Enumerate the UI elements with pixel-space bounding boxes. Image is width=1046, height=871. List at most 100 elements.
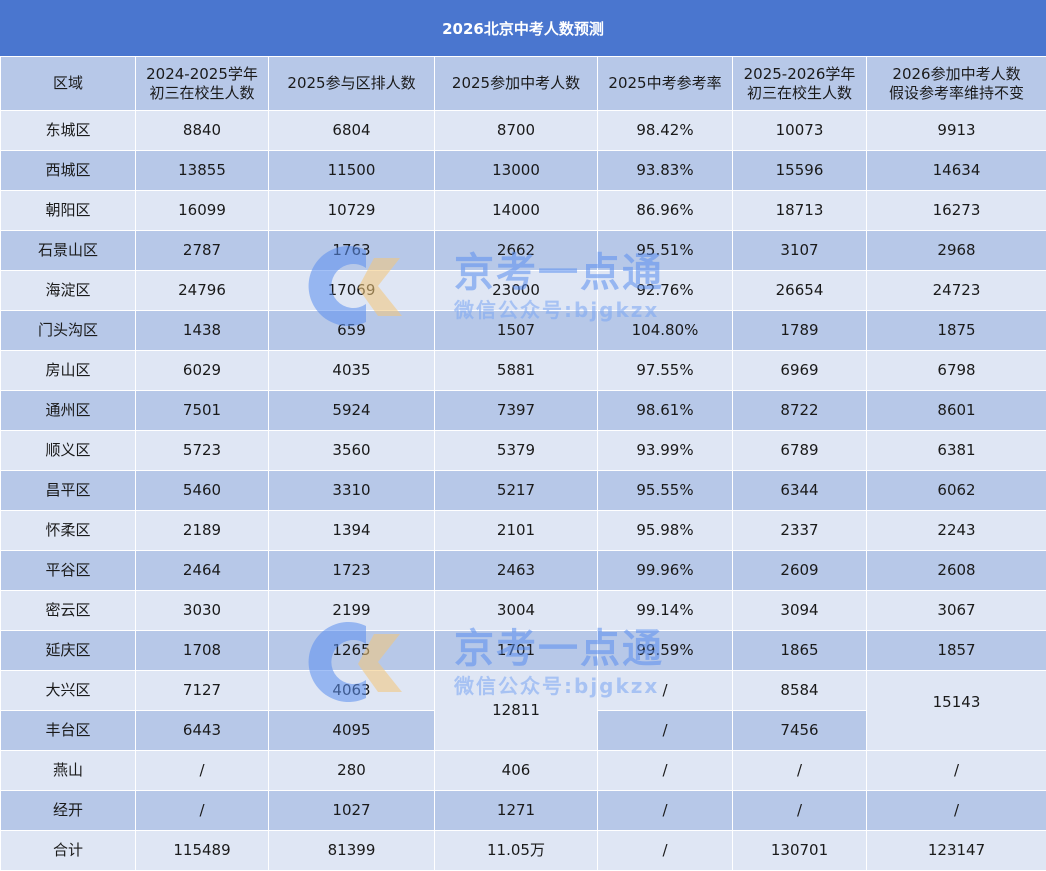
cell-value: 26654 bbox=[733, 271, 867, 311]
cell-region: 海淀区 bbox=[1, 271, 136, 311]
cell-value: 406 bbox=[435, 751, 598, 791]
cell-value: 11500 bbox=[269, 151, 435, 191]
cell-value: 8601 bbox=[867, 391, 1046, 431]
cell-value: 659 bbox=[269, 311, 435, 351]
cell-value: 2968 bbox=[867, 231, 1046, 271]
cell-value: 2199 bbox=[269, 591, 435, 631]
cell-value: 1789 bbox=[733, 311, 867, 351]
cell-value: 1438 bbox=[136, 311, 269, 351]
cell-value: 6443 bbox=[136, 711, 269, 751]
cell-value: 1708 bbox=[136, 631, 269, 671]
cell-value: 1723 bbox=[269, 551, 435, 591]
cell-value: 5881 bbox=[435, 351, 598, 391]
cell-rate: 99.14% bbox=[598, 591, 733, 631]
cell-region: 密云区 bbox=[1, 591, 136, 631]
table-row: 大兴区 7127 4063 12811 / 8584 15143 bbox=[1, 671, 1046, 711]
cell-value: / bbox=[598, 711, 733, 751]
cell-value: 1857 bbox=[867, 631, 1046, 671]
cell-rate: 92.76% bbox=[598, 271, 733, 311]
cell-value: 2608 bbox=[867, 551, 1046, 591]
cell-value: 11.05万 bbox=[435, 831, 598, 871]
cell-value: 6062 bbox=[867, 471, 1046, 511]
cell-value: 3107 bbox=[733, 231, 867, 271]
cell-value: 4035 bbox=[269, 351, 435, 391]
cell-value: 2787 bbox=[136, 231, 269, 271]
cell-value: 10729 bbox=[269, 191, 435, 231]
cell-value: 4095 bbox=[269, 711, 435, 751]
cell-value: 6969 bbox=[733, 351, 867, 391]
header-cell-forecast-2026: 2026参加中考人数假设参考率维持不变 bbox=[867, 57, 1046, 111]
cell-value: 3030 bbox=[136, 591, 269, 631]
cell-value: 7456 bbox=[733, 711, 867, 751]
cell-value: 16273 bbox=[867, 191, 1046, 231]
cell-value: 24796 bbox=[136, 271, 269, 311]
cell-region: 延庆区 bbox=[1, 631, 136, 671]
cell-region: 顺义区 bbox=[1, 431, 136, 471]
cell-region: 门头沟区 bbox=[1, 311, 136, 351]
cell-value: 3094 bbox=[733, 591, 867, 631]
cell-value: 13855 bbox=[136, 151, 269, 191]
cell-value: 6381 bbox=[867, 431, 1046, 471]
cell-rate: 95.98% bbox=[598, 511, 733, 551]
cell-value: 1507 bbox=[435, 311, 598, 351]
cell-value: 17069 bbox=[269, 271, 435, 311]
cell-rate: / bbox=[598, 791, 733, 831]
cell-value: 130701 bbox=[733, 831, 867, 871]
cell-value: 1875 bbox=[867, 311, 1046, 351]
cell-value: 81399 bbox=[269, 831, 435, 871]
cell-value: 8840 bbox=[136, 111, 269, 151]
cell-region: 丰台区 bbox=[1, 711, 136, 751]
cell-value: 2243 bbox=[867, 511, 1046, 551]
cell-region: 东城区 bbox=[1, 111, 136, 151]
cell-value: 6344 bbox=[733, 471, 867, 511]
cell-region: 怀柔区 bbox=[1, 511, 136, 551]
cell-value: 6029 bbox=[136, 351, 269, 391]
cell-value: 5924 bbox=[269, 391, 435, 431]
cell-value: 1027 bbox=[269, 791, 435, 831]
header-cell-region: 区域 bbox=[1, 57, 136, 111]
cell-rate: 99.96% bbox=[598, 551, 733, 591]
table-title: 2026北京中考人数预测 bbox=[0, 0, 1046, 56]
cell-value: 2662 bbox=[435, 231, 598, 271]
cell-value: 3310 bbox=[269, 471, 435, 511]
cell-rate: / bbox=[598, 831, 733, 871]
cell-rate: 99.59% bbox=[598, 631, 733, 671]
cell-merged-exam-takers: 12811 bbox=[435, 671, 598, 751]
cell-value: 280 bbox=[269, 751, 435, 791]
cell-rate: 97.55% bbox=[598, 351, 733, 391]
cell-value: 5723 bbox=[136, 431, 269, 471]
cell-value: 7127 bbox=[136, 671, 269, 711]
cell-value: 115489 bbox=[136, 831, 269, 871]
cell-value: 5379 bbox=[435, 431, 598, 471]
cell-value: 6789 bbox=[733, 431, 867, 471]
cell-value: 3004 bbox=[435, 591, 598, 631]
cell-rate: 93.99% bbox=[598, 431, 733, 471]
cell-value: 6798 bbox=[867, 351, 1046, 391]
cell-value: 1265 bbox=[269, 631, 435, 671]
cell-value: 2337 bbox=[733, 511, 867, 551]
cell-rate: 104.80% bbox=[598, 311, 733, 351]
cell-value: 8722 bbox=[733, 391, 867, 431]
cell-value: 14000 bbox=[435, 191, 598, 231]
cell-rate: / bbox=[598, 751, 733, 791]
cell-merged-forecast: 15143 bbox=[867, 671, 1046, 751]
cell-region: 西城区 bbox=[1, 151, 136, 191]
cell-region: 房山区 bbox=[1, 351, 136, 391]
cell-value: 1271 bbox=[435, 791, 598, 831]
cell-value: 2609 bbox=[733, 551, 867, 591]
cell-value: 9913 bbox=[867, 111, 1046, 151]
cell-value: / bbox=[733, 791, 867, 831]
cell-value: 3067 bbox=[867, 591, 1046, 631]
cell-rate: 95.51% bbox=[598, 231, 733, 271]
cell-value: 123147 bbox=[867, 831, 1046, 871]
